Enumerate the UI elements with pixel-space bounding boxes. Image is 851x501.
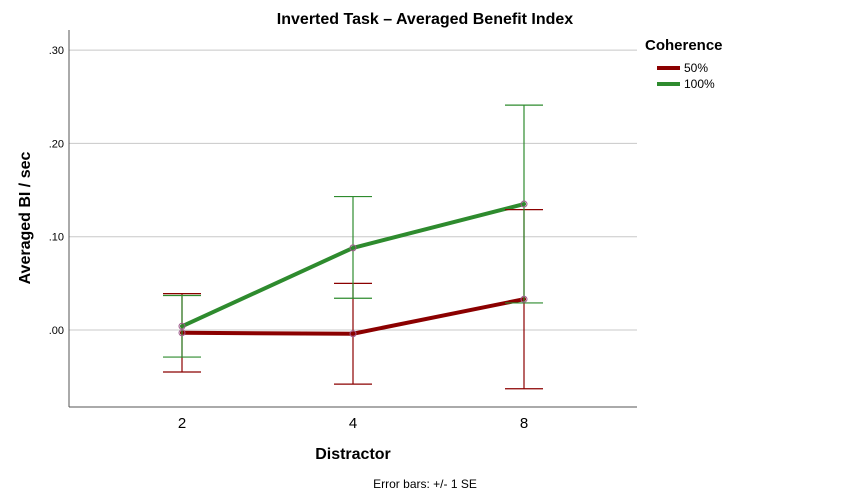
data-point-marker [349,244,357,252]
x-tick-label: 8 [520,415,528,432]
x-tick-label: 4 [349,415,357,432]
x-tick-label: 2 [178,415,186,432]
data-point-marker [349,330,357,338]
error-bar-footnote: Error bars: +/- 1 SE [373,477,477,491]
legend: 50% 100% [657,61,715,91]
legend-label: 50% [684,61,708,75]
error-bars [163,104,543,390]
y-tick-label: .20 [49,138,64,150]
data-markers [178,200,528,338]
x-tick-labels: 2 4 8 [178,415,528,432]
legend-title: Coherence [645,37,723,54]
data-point-marker [178,329,186,337]
data-point-marker [520,200,528,208]
legend-label: 100% [684,77,715,91]
y-axis-title: Averaged BI / sec [17,152,34,285]
data-point-marker [178,322,186,330]
y-tick-label: .00 [49,325,64,337]
x-axis-title: Distractor [315,446,391,463]
chart-title: Inverted Task – Averaged Benefit Index [277,11,574,28]
data-point-marker [520,295,528,303]
y-tick-label: .10 [49,232,64,244]
y-tick-labels: .00 .10 .20 .30 [49,45,64,337]
y-tick-label: .30 [49,45,64,57]
